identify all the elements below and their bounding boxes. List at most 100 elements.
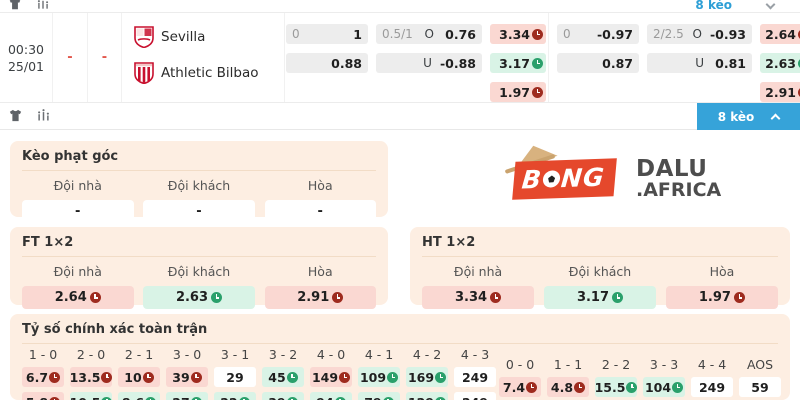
handicap-home-cell[interactable]: 0 -0.97 bbox=[557, 24, 639, 44]
ht-away-odds[interactable]: 3.17 bbox=[543, 286, 657, 309]
odds-history-clock-icon[interactable] bbox=[526, 381, 538, 393]
odds-history-clock-icon[interactable] bbox=[286, 396, 298, 400]
1x2-away-cell[interactable]: 1.97 bbox=[490, 82, 546, 102]
odds-history-clock-icon[interactable] bbox=[286, 371, 298, 383]
odds-history-clock-icon[interactable] bbox=[89, 292, 101, 303]
odds-history-clock-icon[interactable] bbox=[332, 292, 344, 303]
score-column: 4 - 1 109 79 bbox=[358, 347, 400, 400]
correct-score-card: Tỷ số chính xác toàn trận 1 - 0 6.7 5.8 … bbox=[10, 314, 790, 400]
odds-history-clock-icon[interactable] bbox=[435, 371, 447, 383]
score-odds-cell[interactable]: 149 bbox=[310, 367, 352, 387]
away-team[interactable]: Athletic Bilbao bbox=[134, 62, 284, 84]
odds-chart-icon[interactable] bbox=[36, 108, 51, 123]
score-odds-cell[interactable]: 39 bbox=[166, 367, 208, 387]
score-odds-cell[interactable]: 169 bbox=[406, 367, 448, 387]
score-odds-cell[interactable]: 45 bbox=[262, 367, 304, 387]
odds-history-clock-icon[interactable] bbox=[532, 57, 543, 69]
odds-history-clock-icon[interactable] bbox=[49, 371, 61, 383]
over-cell[interactable]: 2/2.5 O -0.93 bbox=[647, 24, 752, 44]
score-odds-cell[interactable]: 29 bbox=[214, 367, 256, 387]
home-team[interactable]: Sevilla bbox=[134, 26, 284, 48]
score-odds-cell[interactable]: 7.4 bbox=[499, 377, 541, 397]
over-cell[interactable]: 0.5/1 O 0.76 bbox=[376, 24, 482, 44]
keo-count-link[interactable]: 8 kèo bbox=[695, 0, 732, 12]
odds-history-clock-icon[interactable] bbox=[798, 57, 800, 69]
odds-history-clock-icon[interactable] bbox=[387, 371, 399, 383]
odds-history-clock-icon[interactable] bbox=[339, 371, 351, 383]
1x2-home-cell[interactable]: 2.64 bbox=[760, 24, 800, 44]
odds-history-clock-icon[interactable] bbox=[612, 292, 624, 303]
odds-history-clock-icon[interactable] bbox=[142, 371, 154, 383]
score-odds-cell[interactable]: 249 bbox=[691, 377, 733, 397]
odds-history-clock-icon[interactable] bbox=[190, 396, 202, 400]
1x2-draw-cell[interactable]: 3.17 bbox=[490, 53, 546, 73]
odds-history-clock-icon[interactable] bbox=[49, 396, 61, 400]
odds-history-clock-icon[interactable] bbox=[733, 292, 745, 303]
score-column: 2 - 0 13.5 10.5 bbox=[70, 347, 113, 400]
score-odds-cell[interactable]: 249 bbox=[454, 367, 496, 387]
score-column: 1 - 1 4.8 bbox=[547, 357, 589, 397]
ft-away-odds[interactable]: 2.63 bbox=[143, 286, 255, 309]
score-odds-cell[interactable]: 109 bbox=[358, 367, 400, 387]
score-odds-cell[interactable]: 129 bbox=[406, 392, 448, 400]
corner-home-odds[interactable]: - bbox=[22, 200, 134, 223]
score-odds-cell[interactable]: 13.5 bbox=[70, 367, 113, 387]
1x2-away-cell[interactable]: 2.91 bbox=[760, 82, 800, 102]
odds-history-clock-icon[interactable] bbox=[145, 396, 157, 400]
jersey-icon[interactable] bbox=[8, 108, 23, 123]
corner-draw-odds[interactable]: - bbox=[264, 200, 376, 223]
handicap-away-cell[interactable]: 0.87 bbox=[557, 53, 639, 73]
odds-chart-icon[interactable] bbox=[36, 0, 50, 11]
1x2-draw-cell[interactable]: 2.63 bbox=[760, 53, 800, 73]
over-odds: 0.76 bbox=[445, 26, 476, 42]
odds-history-clock-icon[interactable] bbox=[334, 396, 346, 400]
odds-history-clock-icon[interactable] bbox=[190, 371, 202, 383]
odds-history-clock-icon[interactable] bbox=[382, 396, 394, 400]
score-odds-cell[interactable]: 8.6 bbox=[118, 392, 160, 400]
ht-home-odds[interactable]: 3.34 bbox=[422, 286, 535, 309]
odds-history-clock-icon[interactable] bbox=[435, 396, 447, 400]
odds-history-clock-icon[interactable] bbox=[798, 28, 800, 40]
score-odds-cell[interactable]: 27 bbox=[166, 392, 208, 400]
odds-history-clock-icon[interactable] bbox=[574, 381, 586, 393]
score-odds-cell[interactable]: 104 bbox=[643, 377, 685, 397]
ft-draw-odds[interactable]: 2.91 bbox=[264, 286, 376, 309]
score-odds-cell[interactable]: 4.8 bbox=[547, 377, 589, 397]
ft-home-odds[interactable]: 2.64 bbox=[22, 286, 134, 309]
handicap-home-cell[interactable]: 0 1 bbox=[286, 24, 368, 44]
score-odds-cell[interactable]: 5.8 bbox=[22, 392, 64, 400]
under-cell[interactable]: U 0.81 bbox=[647, 53, 752, 73]
ht-draw-odds[interactable]: 1.97 bbox=[665, 286, 778, 309]
odds-history-clock-icon[interactable] bbox=[238, 396, 250, 400]
1x2-home-cell[interactable]: 3.34 bbox=[490, 24, 546, 44]
under-cell[interactable]: U -0.88 bbox=[376, 53, 482, 73]
chevron-down-icon[interactable] bbox=[765, 0, 776, 10]
score-odds-cell[interactable]: 22 bbox=[214, 392, 256, 400]
odds-history-clock-icon[interactable] bbox=[798, 86, 800, 98]
corner-away-odds[interactable]: - bbox=[143, 200, 255, 223]
score-odds-cell[interactable]: 6.7 bbox=[22, 367, 64, 387]
score-odds-cell[interactable]: 10.5 bbox=[70, 392, 113, 400]
score-odds-cell[interactable]: 39 bbox=[262, 392, 304, 400]
keo-count-button[interactable]: 8 kèo bbox=[697, 103, 800, 130]
odds-history-clock-icon[interactable] bbox=[490, 292, 502, 303]
score-odds-cell[interactable]: 94 bbox=[310, 392, 352, 400]
odds-history-clock-icon[interactable] bbox=[101, 396, 113, 400]
home-team-name[interactable]: Sevilla bbox=[161, 29, 206, 45]
odds-history-clock-icon[interactable] bbox=[532, 86, 543, 98]
odds-history-clock-icon[interactable] bbox=[672, 381, 684, 393]
score-odds-cell[interactable]: 10 bbox=[118, 367, 160, 387]
jersey-icon[interactable] bbox=[8, 0, 22, 11]
away-team-name[interactable]: Athletic Bilbao bbox=[161, 65, 259, 81]
score-odds-cell[interactable]: 249 bbox=[454, 392, 496, 400]
odds-history-clock-icon[interactable] bbox=[532, 28, 543, 40]
handicap-away-cell[interactable]: 0.88 bbox=[286, 53, 368, 73]
odds-history-clock-icon[interactable] bbox=[211, 292, 223, 303]
odds-block-right: 0 -0.97 0.87 2/2.5 O -0.93 U 0.81 bbox=[548, 13, 800, 102]
score-odds-cell[interactable]: 15.5 bbox=[595, 377, 638, 397]
score-odds-cell[interactable]: 79 bbox=[358, 392, 400, 400]
odds-history-clock-icon[interactable] bbox=[626, 381, 638, 393]
score-column: 4 - 0 149 94 bbox=[310, 347, 352, 400]
odds-history-clock-icon[interactable] bbox=[101, 371, 113, 383]
score-odds-cell[interactable]: 59 bbox=[739, 377, 781, 397]
